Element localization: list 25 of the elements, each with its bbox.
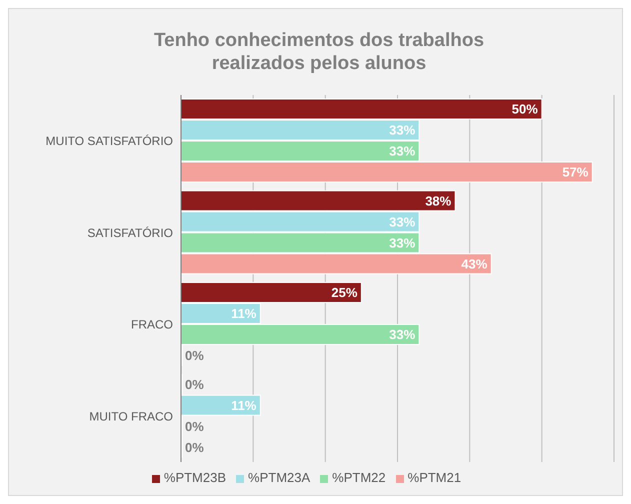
data-label: 11% xyxy=(231,398,257,413)
data-label: 33% xyxy=(389,327,416,342)
y-tick-label: SATISFATÓRIO xyxy=(87,226,173,240)
data-label: 33% xyxy=(389,235,416,250)
data-label: 33% xyxy=(389,144,416,159)
data-label: 0% xyxy=(185,418,204,434)
legend-label: %PTM22 xyxy=(332,470,386,485)
data-label: 0% xyxy=(185,376,204,392)
data-label: 0% xyxy=(185,348,204,364)
data-label: 38% xyxy=(425,193,452,208)
data-label: 33% xyxy=(389,214,416,230)
data-label: 25% xyxy=(331,285,358,300)
data-label: 57% xyxy=(562,164,589,180)
legend-label: %PTM21 xyxy=(408,470,462,485)
data-label: 50% xyxy=(512,102,538,117)
data-label: 0% xyxy=(185,440,204,455)
data-label: 11% xyxy=(231,306,257,322)
y-tick-label: MUITO FRACO xyxy=(89,409,173,424)
data-label: 33% xyxy=(389,122,416,138)
legend-label: %PTM23A xyxy=(248,470,310,485)
chart-title: Tenho conhecimentos dos trabalhos realizados pelos alunos xyxy=(152,29,486,75)
y-tick-label: MUITO SATISFATÓRIO xyxy=(46,134,173,148)
y-tick-label: FRACO xyxy=(131,318,173,332)
data-label: 43% xyxy=(461,256,488,272)
legend-label: %PTM23B xyxy=(164,470,226,485)
